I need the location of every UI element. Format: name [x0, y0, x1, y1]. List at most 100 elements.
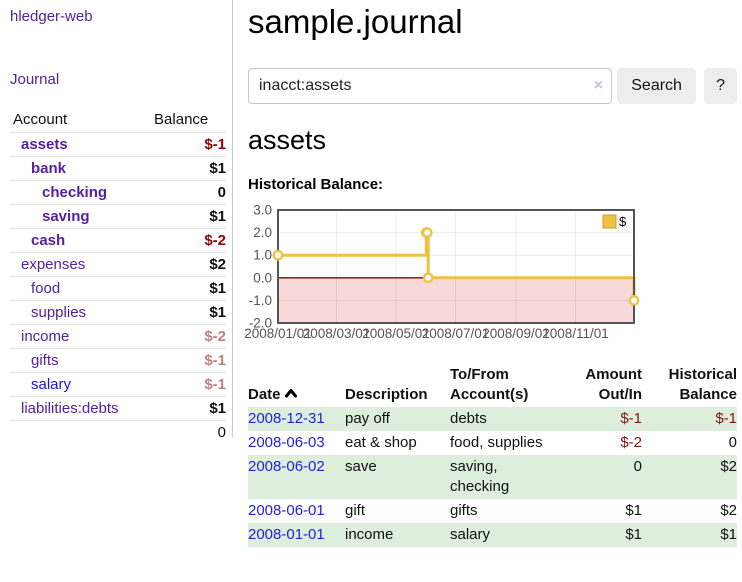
transaction-balance: $2 [720, 502, 737, 519]
account-heading: assets [248, 125, 327, 155]
account-row: expenses $2 [10, 252, 226, 277]
account-link[interactable]: food [31, 279, 61, 297]
historical-balance-chart[interactable]: $3.0 2.0 1.0 0.0 -1.0 -2.0 2008/01/01 2008/03/0… [240, 203, 740, 345]
transaction-row[interactable]: 2008-12-31 pay off debts $-1 $-1 [248, 407, 737, 431]
transaction-date-link[interactable]: 2008-01-01 [248, 526, 325, 543]
svg-text:1.0: 1.0 [253, 248, 272, 263]
clear-search-icon[interactable]: × [593, 77, 603, 94]
transaction-accounts: gifts [450, 502, 478, 519]
account-balance: $1 [154, 204, 226, 229]
register-header-row: Date Description To/From Account(s) Amou… [248, 365, 737, 407]
transaction-row[interactable]: 2008-06-01 gift gifts $1 $2 [248, 499, 737, 523]
account-row: liabilities:debts $1 [10, 396, 226, 421]
svg-text:3.0: 3.0 [253, 203, 272, 218]
account-balance: $-1 [154, 372, 226, 397]
svg-text:0.0: 0.0 [253, 270, 272, 285]
account-balance: $-1 [154, 348, 226, 373]
transaction-description: income [345, 523, 450, 547]
transaction-accounts: food, supplies [450, 434, 543, 451]
register-header-date-label: Date [248, 386, 281, 403]
svg-text:-2.0: -2.0 [249, 316, 272, 331]
search-button[interactable]: Search [616, 68, 697, 104]
account-link[interactable]: bank [31, 159, 67, 177]
account-link[interactable]: expenses [21, 255, 86, 273]
account-balance: $1 [154, 156, 226, 181]
transaction-date-link[interactable]: 2008-12-31 [248, 410, 325, 427]
transaction-description: pay off [345, 407, 450, 431]
account-balance: $1 [154, 276, 226, 301]
transaction-balance: 0 [728, 434, 737, 451]
accounts-total-row: 0 [10, 419, 226, 444]
account-balance: 0 [154, 180, 226, 205]
account-link[interactable]: supplies [31, 303, 87, 321]
svg-text:2008/07/01: 2008/07/01 [422, 326, 490, 341]
accounts-header-account: Account [10, 108, 155, 133]
search-field-wrap: × [248, 68, 612, 104]
transaction-accounts: debts [450, 407, 555, 431]
account-balance: $-2 [154, 228, 226, 253]
accounts-table: Account Balance assets $-1 bank $1 checking 0… [10, 108, 226, 444]
sidebar-divider [232, 0, 233, 437]
help-button[interactable]: ? [704, 68, 737, 104]
accounts-total-value: 0 [154, 419, 226, 444]
account-link[interactable]: liabilities:debts [21, 399, 119, 417]
account-link[interactable]: gifts [31, 351, 59, 369]
svg-text:2008/01/01: 2008/01/01 [244, 326, 312, 341]
register-table: Date Description To/From Account(s) Amou… [248, 365, 737, 547]
account-balance: $1 [154, 300, 226, 325]
sidebar-item-journal[interactable]: Journal [10, 71, 60, 88]
search-input[interactable] [248, 68, 612, 104]
account-row: saving $1 [10, 204, 226, 229]
sidebar: hledger-web Journal Account Balance asse… [10, 8, 226, 444]
account-link[interactable]: assets [21, 135, 68, 153]
transaction-description: save [345, 455, 450, 499]
chart-canvas[interactable]: $3.0 2.0 1.0 0.0 -1.0 -2.02008/01/012008/03/0… [240, 203, 740, 345]
app-brand-link[interactable]: hledger-web [10, 8, 93, 25]
account-link[interactable]: salary [31, 375, 72, 393]
svg-text:2008/03/01: 2008/03/01 [303, 326, 371, 341]
transaction-date-link[interactable]: 2008-06-02 [248, 458, 325, 475]
transaction-amount: $1 [625, 502, 642, 519]
register-header-description: Description [345, 386, 428, 403]
svg-text:$: $ [619, 214, 627, 229]
search-form: × Search ? [248, 68, 737, 104]
transaction-balance: $-1 [642, 407, 737, 431]
account-balance: $-2 [154, 324, 226, 349]
svg-text:-1.0: -1.0 [249, 293, 272, 308]
svg-text:2.0: 2.0 [253, 225, 272, 240]
register-header-date[interactable]: Date [248, 365, 345, 407]
accounts-header-balance: Balance [154, 108, 226, 133]
sort-ascending-icon [284, 384, 297, 404]
account-link[interactable]: income [21, 327, 70, 345]
transaction-description: eat & shop [345, 434, 417, 451]
account-row: checking 0 [10, 180, 226, 205]
transaction-amount: $-2 [620, 434, 642, 451]
transaction-amount: $-1 [555, 407, 642, 431]
transaction-row[interactable]: 2008-06-03 eat & shop food, supplies $-2 0 [248, 431, 737, 455]
account-row: income $-2 [10, 324, 226, 349]
account-balance: $1 [154, 396, 226, 421]
page-title: sample.journal [248, 3, 463, 40]
account-balance: $-1 [154, 132, 226, 157]
account-row: gifts $-1 [10, 348, 226, 373]
register-header-balance: Historical Balance [668, 366, 737, 403]
account-link[interactable]: saving [42, 207, 90, 225]
transaction-description: gift [345, 502, 366, 519]
transaction-date-link[interactable]: 2008-06-03 [248, 434, 325, 451]
svg-text:2008/05/01: 2008/05/01 [362, 326, 430, 341]
svg-text:2008/11/01: 2008/11/01 [542, 326, 609, 341]
transaction-balance: $1 [642, 523, 737, 547]
main-content: sample.journal × Search ? assets Histori… [244, 0, 737, 547]
svg-text:2008/09/01: 2008/09/01 [482, 326, 550, 341]
transaction-accounts: salary [450, 523, 555, 547]
transaction-row[interactable]: 2008-01-01 income salary $1 $1 [248, 523, 737, 547]
transaction-amount: $1 [555, 523, 642, 547]
transaction-balance: $2 [642, 455, 737, 499]
transaction-row[interactable]: 2008-06-02 save saving, checking 0 $2 [248, 455, 737, 499]
account-link[interactable]: checking [42, 183, 108, 201]
account-link[interactable]: cash [31, 231, 66, 249]
account-row: food $1 [10, 276, 226, 301]
transaction-amount: 0 [555, 455, 642, 499]
transaction-date-link[interactable]: 2008-06-01 [248, 502, 325, 519]
accounts-header-row: Account Balance [10, 108, 226, 133]
